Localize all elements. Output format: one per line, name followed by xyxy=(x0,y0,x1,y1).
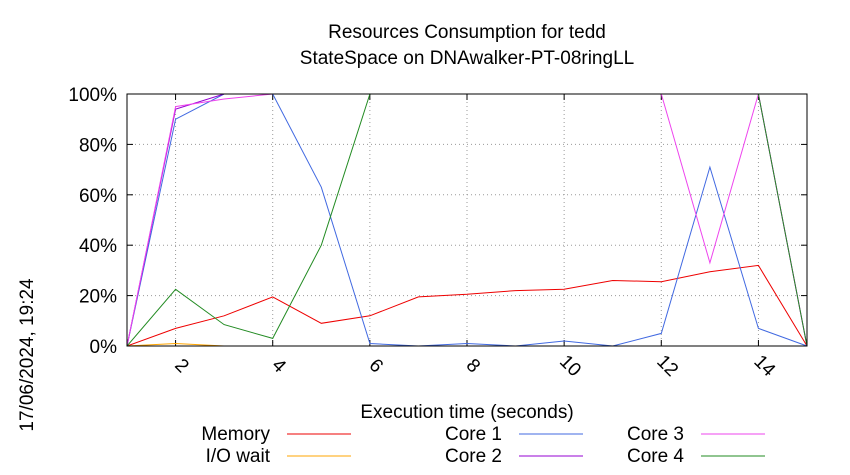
x-axis-label: Execution time (seconds) xyxy=(360,402,573,423)
gridlines xyxy=(127,93,807,347)
x-tick-label: 10 xyxy=(555,351,585,381)
timestamp-label: 17/06/2024, 19:24 xyxy=(17,278,38,432)
legend-label: Core 4 xyxy=(627,446,684,467)
legend-label: Memory xyxy=(201,424,270,445)
legend-label: Core 3 xyxy=(627,424,684,445)
y-tick-label: 80% xyxy=(79,135,117,156)
series-line-core-4 xyxy=(126,93,808,347)
x-tick-label: 12 xyxy=(652,351,682,381)
x-tick-label: 14 xyxy=(749,351,779,381)
chart-subtitle: StateSpace on DNAwalker-PT-08ringLL xyxy=(300,48,634,69)
y-tick-label: 0% xyxy=(90,337,118,358)
y-tick-label: 60% xyxy=(79,186,117,207)
x-axis-ticks: 2 4 6 8 10 12 14 xyxy=(170,94,780,381)
x-tick-label: 2 xyxy=(170,355,192,377)
legend-label: I/O wait xyxy=(206,446,271,467)
series-lines xyxy=(126,93,808,347)
chart-title: Resources Consumption for tedd xyxy=(328,22,606,43)
y-axis-ticks: 0% 20% 40% 60% 80% 100% xyxy=(68,85,807,358)
x-tick-label: 6 xyxy=(365,355,387,377)
y-tick-label: 100% xyxy=(68,85,117,106)
plot-frame xyxy=(126,93,808,347)
y-tick-label: 40% xyxy=(79,236,117,257)
x-tick-label: 4 xyxy=(267,355,290,378)
legend-label: Core 1 xyxy=(445,424,502,445)
series-line-memory xyxy=(126,264,808,347)
series-line-core-1 xyxy=(126,93,808,347)
series-line-core-2 xyxy=(126,93,808,347)
y-tick-label: 20% xyxy=(79,287,117,308)
series-line-core-3 xyxy=(126,93,808,347)
x-tick-label: 8 xyxy=(462,355,484,377)
legend-label: Core 2 xyxy=(445,446,502,467)
